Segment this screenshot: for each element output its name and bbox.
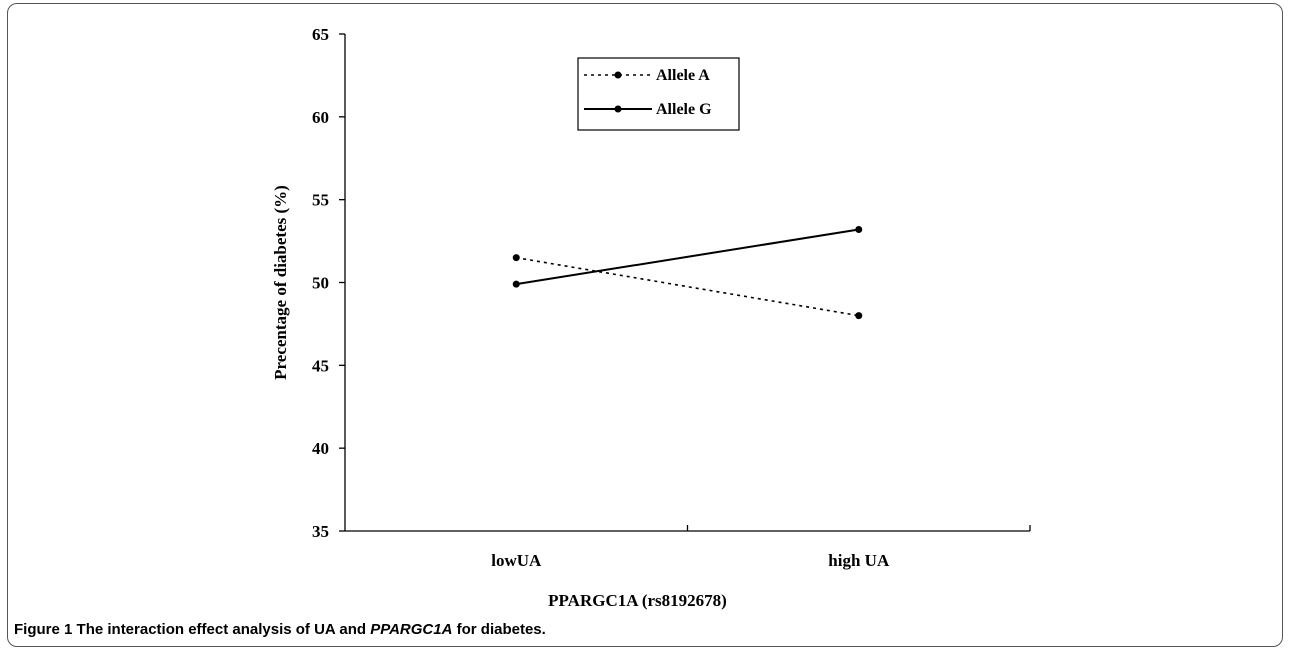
y-axis-title: Precentage of diabetes (%) <box>271 185 290 380</box>
data-point <box>512 280 520 288</box>
y-tick-label: 40 <box>312 439 329 458</box>
caption-text-before: The interaction effect analysis of UA an… <box>72 621 371 638</box>
caption-text-after: for diabetes. <box>452 621 546 638</box>
x-tick-label: high UA <box>828 551 890 570</box>
series-layer <box>512 225 863 320</box>
legend-swatch-marker <box>614 71 622 79</box>
caption-gene-name: PPARGC1A <box>370 621 453 638</box>
series-line <box>516 256 859 317</box>
y-axis: 35 40 45 50 55 60 65 <box>312 25 346 541</box>
y-tick-label: 45 <box>312 356 329 375</box>
series-line <box>516 228 859 286</box>
x-tick-label: lowUA <box>491 551 542 570</box>
y-tick-label: 60 <box>312 108 329 127</box>
legend-box <box>577 57 740 131</box>
y-tick-label: 65 <box>312 25 329 44</box>
x-axis-title: PPARGC1A (rs8192678) <box>548 591 727 610</box>
data-point <box>512 254 520 262</box>
y-tick-label: 50 <box>312 274 329 293</box>
x-axis: lowUA high UA <box>345 525 1031 570</box>
legend-swatch-marker <box>614 105 622 113</box>
figure-caption: Figure 1 The interaction effect analysis… <box>14 621 546 638</box>
y-tick-label: 35 <box>312 522 329 541</box>
legend-label: Allele A <box>656 67 710 84</box>
y-tick-label: 55 <box>312 191 329 210</box>
data-point <box>855 225 863 233</box>
data-point <box>855 312 863 320</box>
figure-label: Figure 1 <box>14 621 73 638</box>
legend: Allele A Allele G <box>577 57 740 131</box>
legend-label: Allele G <box>656 101 712 118</box>
